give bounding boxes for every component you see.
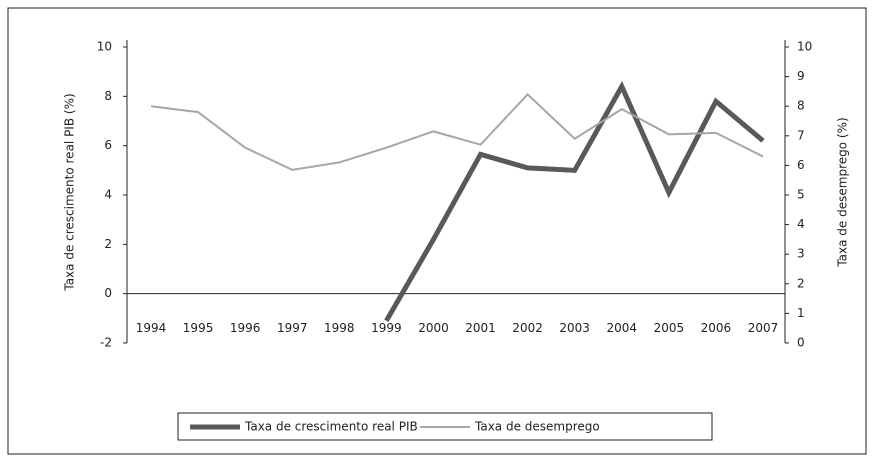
x-tick-label: 2004 [606, 321, 637, 335]
y2-tick-label: 6 [797, 158, 805, 172]
x-tick-label: 2002 [512, 321, 543, 335]
y2-tick-label: 8 [797, 99, 805, 113]
y-tick-label: 2 [104, 237, 112, 251]
y2-tick-label: 9 [797, 69, 805, 83]
y2-tick-label: 1 [797, 306, 805, 320]
x-tick-label: 1996 [230, 321, 261, 335]
y-tick-label: 6 [104, 138, 112, 152]
x-tick-label: 1995 [183, 321, 214, 335]
legend-label: Taxa de crescimento real PIB [244, 420, 418, 434]
y-tick-label: 8 [104, 89, 112, 103]
y-tick-label: 4 [104, 188, 112, 202]
y2-tick-label: 10 [797, 40, 812, 54]
x-tick-label: 1997 [277, 321, 308, 335]
x-tick-label: 2000 [418, 321, 449, 335]
series-line [384, 80, 765, 323]
x-tick-label: 2005 [654, 321, 685, 335]
y2-tick-label: 2 [797, 276, 805, 290]
frame [7, 7, 867, 455]
x-tick-label: 2006 [701, 321, 732, 335]
y-tick-label: 10 [97, 40, 112, 54]
legend-box [177, 412, 713, 441]
series-line [150, 92, 764, 171]
y2-axis-label: Taxa de desemprego (%) [836, 117, 850, 267]
y2-tick-label: 3 [797, 247, 805, 261]
y2-tick-label: 7 [797, 128, 805, 142]
x-tick-label: 1998 [324, 321, 355, 335]
y2-tick-label: 0 [797, 336, 805, 350]
x-tick-label: 2003 [559, 321, 590, 335]
x-tick-label: 2001 [465, 321, 496, 335]
y2-tick-label: 4 [797, 217, 805, 231]
y-axis-label: Taxa de crescimento real PIB (%) [63, 93, 77, 291]
legend-label: Taxa de desemprego [474, 420, 600, 434]
x-tick-label: 2007 [748, 321, 779, 335]
x-tick-label: 1994 [136, 321, 167, 335]
y2-tick-label: 5 [797, 188, 805, 202]
x-tick-label: 1999 [371, 321, 402, 335]
y-tick-label: -2 [100, 336, 112, 350]
y-tick-label: 0 [104, 286, 112, 300]
